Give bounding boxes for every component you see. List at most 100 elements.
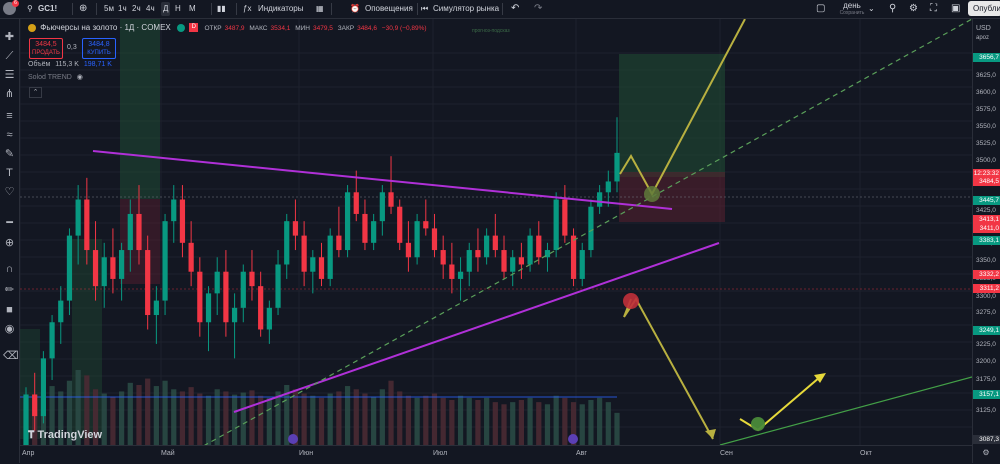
publish-button[interactable]: Опубли xyxy=(968,1,1000,16)
lock-drawing-icon[interactable]: ✏ xyxy=(4,284,15,296)
pitchfork-icon[interactable]: ⋔ xyxy=(4,88,15,100)
candle-body xyxy=(423,221,429,229)
timeframe-4[interactable]: 4ч xyxy=(146,4,155,13)
chart-type-icon[interactable]: ▮▮ xyxy=(217,4,226,13)
layout-icon[interactable]: ▢ xyxy=(816,3,826,14)
collapse-legend-icon[interactable]: ⌃ xyxy=(29,87,42,98)
price-label: 3525,0 xyxy=(976,140,996,147)
timeframe-5[interactable]: Д xyxy=(161,2,171,16)
candle-body xyxy=(457,271,464,279)
indicator-name: Solod TREND xyxy=(28,74,72,81)
high-label: МАКС xyxy=(249,25,268,32)
price-label: 3600,0 xyxy=(976,89,996,96)
brush-icon[interactable]: ✎ xyxy=(4,148,15,160)
alerts-button[interactable]: Оповещения xyxy=(365,4,413,13)
timeframe-3[interactable]: 2ч xyxy=(132,4,141,13)
layout-menu[interactable]: день Сохранить xyxy=(838,1,866,17)
fib-icon[interactable]: ≡ xyxy=(6,110,13,122)
chevron-down-icon[interactable]: ⌄ xyxy=(868,4,875,13)
text-icon[interactable]: T xyxy=(6,167,13,179)
candle-body xyxy=(510,257,516,272)
undo-icon[interactable]: ↶ xyxy=(511,3,520,14)
lock-icon[interactable]: ■ xyxy=(6,304,13,316)
trend-line-icon[interactable]: ⟋ xyxy=(5,50,14,62)
forecast-up-arrow xyxy=(619,19,746,197)
timeframe-2[interactable]: 1ч xyxy=(118,4,127,13)
camera-icon[interactable]: ▣ xyxy=(951,3,961,14)
candle-body xyxy=(475,250,481,258)
pattern-icon[interactable]: ≈ xyxy=(6,129,13,141)
timeframe-1[interactable]: 5м xyxy=(104,4,114,13)
indicators-icon[interactable]: ƒx xyxy=(243,4,252,13)
candle-body xyxy=(127,213,133,251)
replay-button[interactable]: Симулятор рынка xyxy=(433,4,500,13)
volume-bar xyxy=(588,400,594,445)
candle-body xyxy=(231,307,238,323)
eye-icon[interactable]: ◉ xyxy=(76,74,83,81)
time-label: Май xyxy=(161,450,175,457)
volume-bar xyxy=(492,402,498,445)
close-label: ЗАКР xyxy=(337,25,355,32)
horizontal-lines-icon[interactable]: ☰ xyxy=(4,69,15,81)
fullscreen-icon[interactable]: ⛶ xyxy=(930,3,937,14)
price-axis[interactable]: USD apoz 3625,0 3600,0 3575,0 3550,0 3525,0 3… xyxy=(972,19,1000,463)
crosshair-icon[interactable]: ✚ xyxy=(4,31,15,43)
volume-bar xyxy=(597,397,603,445)
price-badge: 12:23:32 xyxy=(973,169,1000,178)
candle-body xyxy=(492,235,498,251)
search-icon[interactable]: ⚲ xyxy=(27,4,33,13)
low-label: МИН xyxy=(295,25,310,32)
templates-icon[interactable]: ▦ xyxy=(316,4,324,13)
resistance-trendline xyxy=(92,150,673,210)
gear-icon[interactable]: ⚙ xyxy=(909,3,918,14)
timeframe-6[interactable]: Н xyxy=(175,4,181,13)
chart-canvas[interactable] xyxy=(20,19,972,445)
zoom-in-icon[interactable]: ⊕ xyxy=(4,237,15,249)
candle-body xyxy=(449,264,455,279)
volume-bar xyxy=(284,385,290,445)
candle-body xyxy=(188,242,194,272)
magnet-icon[interactable]: ∩ xyxy=(5,263,14,275)
sell-button[interactable]: 3484,5 ПРОДАТЬ xyxy=(29,38,63,59)
ruler-icon[interactable]: ━ xyxy=(6,217,13,229)
symbol-search[interactable]: GC1! xyxy=(38,4,58,13)
quick-search-icon[interactable]: ⚲ xyxy=(889,3,897,14)
replay-icon[interactable]: ⏮ xyxy=(421,4,429,13)
currency-label[interactable]: USD xyxy=(976,25,991,32)
alert-icon[interactable]: ⏰ xyxy=(350,4,360,13)
volume-bar xyxy=(397,391,403,445)
price-badge: 3383,1 xyxy=(973,236,1000,245)
redo-icon[interactable]: ↷ xyxy=(534,3,543,14)
volume-bar xyxy=(101,393,107,445)
timeframe-7[interactable]: М xyxy=(189,4,196,13)
candle-body xyxy=(49,322,55,359)
candle-body xyxy=(179,199,186,243)
eye-icon[interactable]: ◉ xyxy=(4,323,15,335)
change-value: −30,9 (−0,89%) xyxy=(381,25,427,32)
volume-bar xyxy=(258,395,264,445)
chart-pane[interactable]: Фьючерсы на золото · 1Д · COMEX D ОТКР 34… xyxy=(20,19,972,445)
indicators-button[interactable]: Индикаторы xyxy=(258,4,304,13)
volume-bar xyxy=(336,391,342,445)
volume-bar xyxy=(605,402,611,445)
heart-icon[interactable]: ♡ xyxy=(4,186,15,198)
low-value: 3479,5 xyxy=(312,25,333,32)
price-badge: 3413,1 xyxy=(973,215,1000,224)
candle-body xyxy=(205,293,212,323)
circle-icon[interactable] xyxy=(28,23,36,32)
volume-bar xyxy=(179,391,186,445)
candle-body xyxy=(614,152,620,182)
candle-body xyxy=(414,221,420,258)
volume-bar xyxy=(49,386,55,445)
drawing-toolbar: ✚ ⟋ ☰ ⋔ ≡ ≈ ✎ T ♡ ━ ⊕ ∩ ✏ ■ ◉ ⌫ xyxy=(0,19,20,463)
sell-label: ПРОДАТЬ xyxy=(32,50,60,56)
volume-bar xyxy=(214,389,220,445)
spread-value: 0,3 xyxy=(67,44,77,51)
time-axis[interactable]: Апр Май Июн Июл Авг Сен Окт xyxy=(20,445,972,464)
trash-icon[interactable]: ⌫ xyxy=(3,350,19,362)
candle-body xyxy=(23,394,29,445)
buy-button[interactable]: 3484,8 КУПИТЬ xyxy=(82,38,116,59)
compare-add-icon[interactable]: ⊕ xyxy=(79,3,88,14)
axis-settings-icon[interactable]: ⚙ xyxy=(982,448,990,457)
scale-mode[interactable]: apoz xyxy=(976,35,990,41)
